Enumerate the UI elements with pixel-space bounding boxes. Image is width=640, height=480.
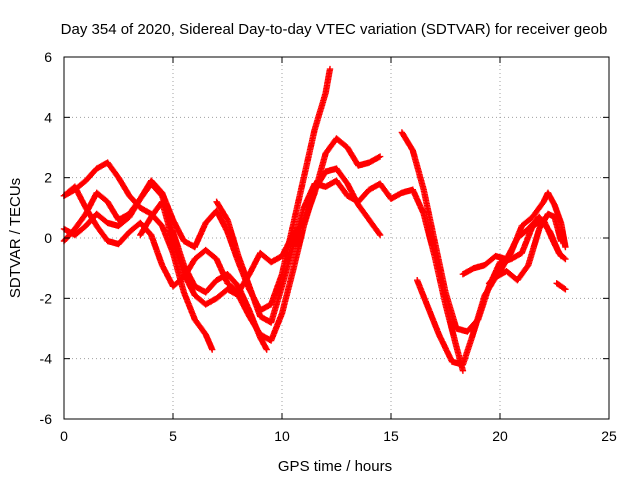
series-sat-k <box>553 280 569 293</box>
data-series <box>60 65 569 374</box>
y-tick-label: 2 <box>44 170 52 186</box>
series-sat-f <box>213 177 467 374</box>
y-tick-label: 6 <box>44 49 52 65</box>
x-tick-label: 10 <box>274 428 290 444</box>
axis-ticks: 0 5 10 15 20 25 -6 -4 -2 0 2 4 6 <box>40 49 617 444</box>
series-sat-j <box>485 189 569 287</box>
chart-title: Day 354 of 2020, Sidereal Day-to-day VTE… <box>61 21 608 38</box>
y-tick-label: 4 <box>44 109 52 125</box>
y-axis-label: SDTVAR / TECUs <box>7 178 24 298</box>
series-sat-a <box>60 159 216 353</box>
y-tick-label: -2 <box>40 290 53 306</box>
x-tick-label: 0 <box>60 428 68 444</box>
series-sat-h <box>414 210 565 368</box>
x-tick-label: 15 <box>383 428 399 444</box>
x-tick-label: 5 <box>169 428 177 444</box>
y-tick-label: -4 <box>40 351 53 367</box>
x-tick-label: 25 <box>601 428 617 444</box>
y-tick-label: 0 <box>44 230 52 246</box>
x-axis-label: GPS time / hours <box>278 458 392 475</box>
y-tick-label: -6 <box>40 411 53 427</box>
x-tick-label: 20 <box>492 428 508 444</box>
